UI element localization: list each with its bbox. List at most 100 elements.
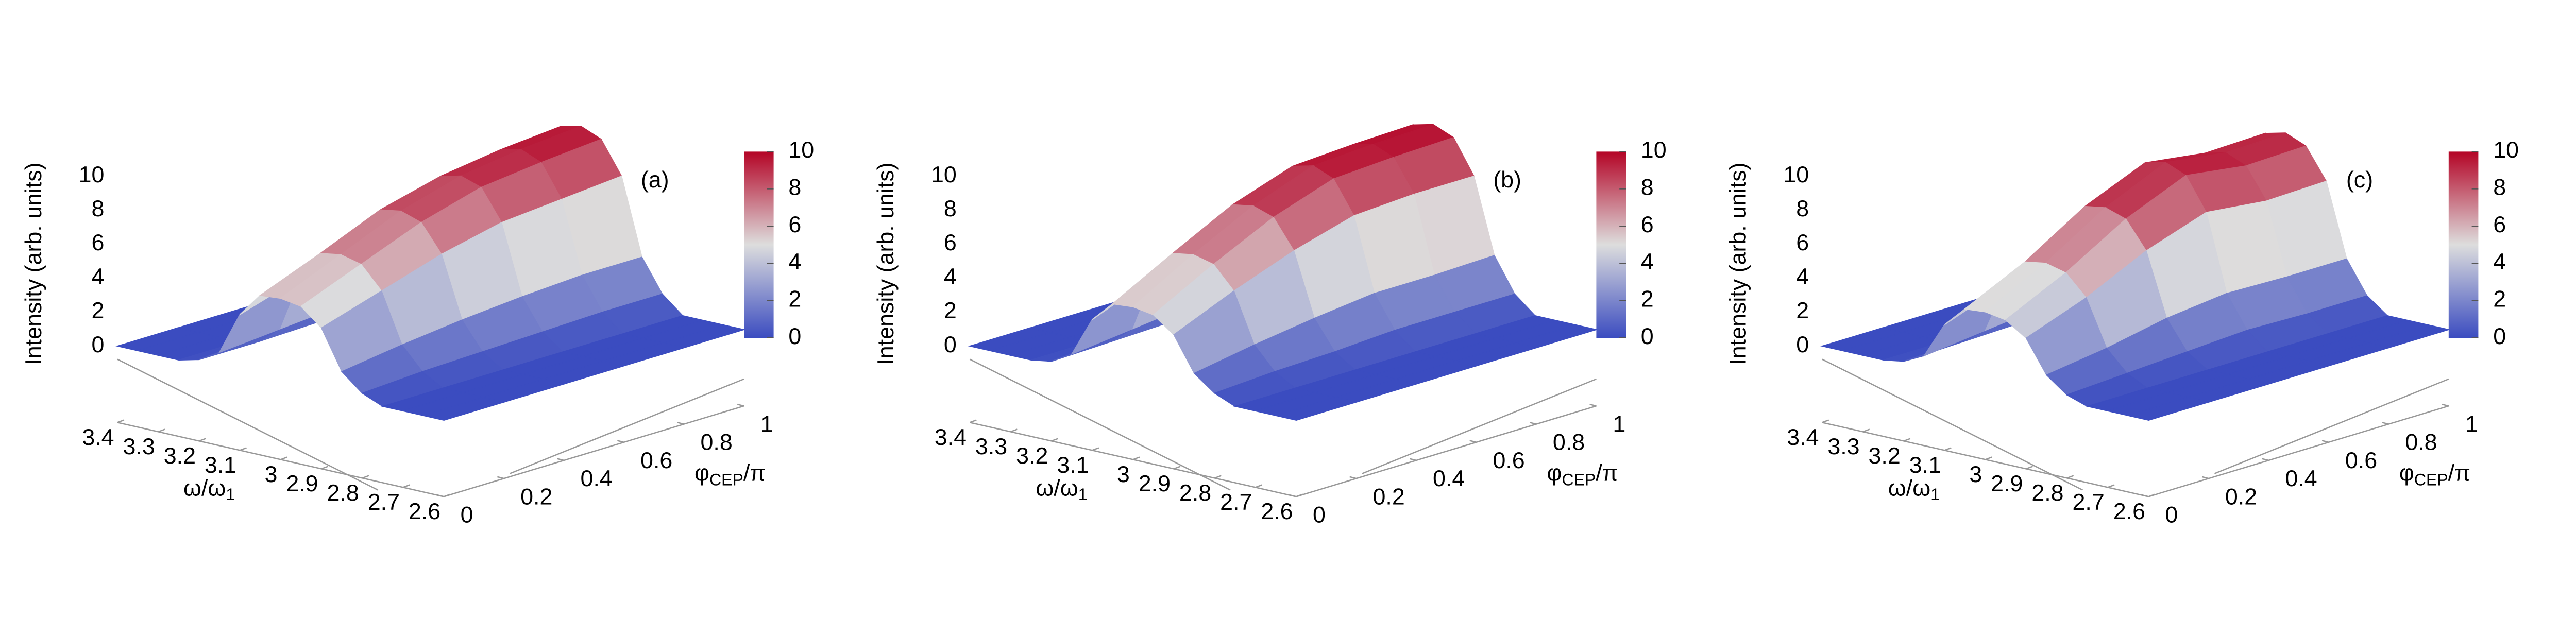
colorbar-tick-label: 10 — [1641, 137, 1667, 163]
y-tick-label: 1 — [760, 411, 773, 437]
y-tick — [2262, 458, 2269, 461]
y-tick-label: 0.4 — [2285, 466, 2317, 491]
z-axis-label: Intensity (arb. units) — [873, 162, 899, 365]
y-tick — [1349, 476, 1357, 479]
colorbar-tick-label: 10 — [2493, 137, 2519, 163]
x-tick — [1862, 428, 1870, 433]
x-axis-label: ω/ω1 — [1036, 475, 1087, 504]
y-tick — [737, 403, 744, 407]
x-tick-label: 3.3 — [123, 434, 155, 459]
x-tick-label: 3.2 — [1016, 443, 1048, 469]
x-tick-label: 2.7 — [2073, 489, 2105, 515]
x-tick — [1255, 484, 1263, 488]
back-line — [1822, 358, 2083, 491]
colorbar-tick-label: 2 — [1641, 286, 1654, 312]
x-axis-label: ω/ω1 — [1888, 475, 1940, 504]
x-tick-label: 2.7 — [1220, 489, 1252, 515]
y-tick — [2321, 440, 2329, 443]
back-line — [1362, 378, 1597, 474]
x-tick-label: 3.1 — [1909, 452, 1941, 478]
z-tick-label: 0 — [91, 332, 104, 357]
colorbar — [744, 151, 774, 338]
x-axis-label-main: ω/ω — [1036, 475, 1078, 501]
panel-label: (a) — [641, 167, 669, 193]
y-tick-label: 0.8 — [701, 430, 733, 455]
x-tick-label: 3 — [1117, 461, 1130, 487]
x-tick-label: 3.1 — [205, 452, 236, 478]
colorbar — [2448, 151, 2479, 338]
y-axis-label-main: φ — [2399, 460, 2414, 486]
x-tick — [969, 419, 977, 423]
y-axis-label-sub: CEP — [709, 471, 743, 489]
y-axis-label: φCEP/π — [694, 460, 766, 489]
colorbar-tick-label: 0 — [788, 323, 801, 349]
colorbar-tick-label: 4 — [788, 249, 801, 274]
panel-label: (c) — [2346, 167, 2373, 193]
y-axis-label-main: φ — [1547, 460, 1562, 486]
y-tick — [557, 458, 564, 461]
back-line — [117, 358, 379, 491]
x-tick — [321, 466, 329, 470]
x-tick-label: 2.6 — [409, 499, 440, 524]
surface-cell — [2126, 397, 2211, 421]
z-tick-label: 8 — [1796, 196, 1809, 221]
z-tick-label: 10 — [79, 162, 105, 187]
x-tick — [362, 475, 369, 479]
x-tick-label: 3 — [1969, 461, 1982, 487]
y-tick-label: 1 — [1613, 411, 1625, 437]
y-tick — [1409, 458, 1417, 461]
x-tick-label: 2.9 — [1139, 471, 1171, 496]
back-line — [510, 378, 744, 474]
x-tick-label: 3.1 — [1057, 452, 1089, 478]
y-tick — [2142, 494, 2149, 497]
x-tick — [158, 428, 165, 433]
y-tick — [617, 440, 624, 443]
x-tick — [198, 438, 206, 442]
y-axis-label-main: φ — [694, 460, 709, 486]
x-tick — [117, 419, 125, 423]
x-axis-label: ω/ω1 — [183, 475, 235, 504]
colorbar-tick-label: 0 — [1641, 323, 1654, 349]
x-tick — [1822, 419, 1829, 423]
y-axis-label: φCEP/π — [1547, 460, 1618, 489]
y-axis-label-sub: CEP — [2414, 471, 2448, 489]
colorbar-tick-label: 4 — [2493, 249, 2506, 274]
colorbar-tick-label: 6 — [1641, 212, 1654, 237]
x-tick — [2107, 484, 2115, 488]
x-tick — [1214, 475, 1222, 479]
x-tick-label: 3.2 — [164, 443, 196, 469]
y-tick-label: 0.6 — [2345, 448, 2377, 473]
y-tick — [2382, 422, 2389, 425]
colorbar-tick-label: 8 — [2493, 175, 2506, 200]
x-tick — [2026, 466, 2033, 470]
y-tick — [1529, 422, 1537, 425]
y-tick — [2442, 403, 2449, 407]
y-axis-line — [444, 405, 744, 497]
z-tick-label: 10 — [931, 162, 957, 187]
z-tick-label: 6 — [1796, 230, 1809, 255]
x-tick — [240, 447, 247, 451]
y-tick — [1289, 494, 1297, 497]
x-tick — [1051, 438, 1059, 442]
colorbar-tick-label: 8 — [788, 175, 801, 200]
z-tick-label: 2 — [91, 298, 104, 323]
z-tick-label: 4 — [1796, 264, 1809, 289]
x-tick-label: 3.3 — [975, 434, 1007, 459]
x-tick — [402, 484, 410, 488]
colorbar-tick-label: 8 — [1641, 175, 1654, 200]
x-axis-label-sub: 1 — [1930, 486, 1940, 504]
y-tick-label: 0.8 — [1553, 430, 1585, 455]
y-tick-label: 0 — [1313, 502, 1326, 528]
z-tick-label: 10 — [1783, 162, 1809, 187]
colorbar-tick-label: 6 — [788, 212, 801, 237]
x-tick — [1296, 493, 1303, 497]
x-axis-label-sub: 1 — [226, 486, 235, 504]
colorbar-tick-label: 4 — [1641, 249, 1654, 274]
z-axis-label: Intensity (arb. units) — [21, 162, 46, 365]
x-tick-label: 3.4 — [82, 424, 114, 450]
y-tick — [1469, 440, 1477, 443]
z-tick-label: 2 — [1796, 298, 1809, 323]
x-tick — [1944, 447, 1952, 451]
